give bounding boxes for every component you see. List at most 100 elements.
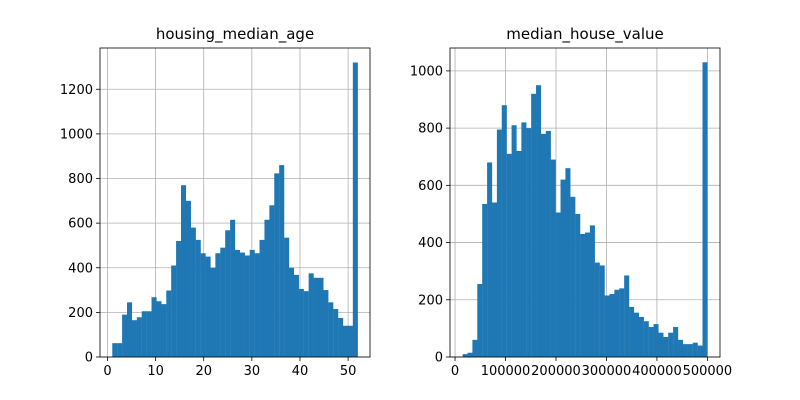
bar (220, 247, 226, 357)
bar (230, 219, 236, 357)
bar (308, 273, 314, 357)
bar (141, 311, 147, 357)
y-tick-label: 800 (68, 172, 93, 187)
bar (254, 253, 260, 357)
bar (333, 309, 339, 357)
bar (545, 130, 551, 357)
bar (235, 249, 241, 357)
bars (462, 62, 708, 358)
ticks: 0 10 20 30 40 50 0 200 400 600 800 1000 1200 (60, 83, 356, 379)
bar (614, 289, 620, 357)
y-tick-label: 600 (418, 179, 443, 194)
bar (585, 232, 591, 357)
bar (259, 239, 265, 357)
axes-frame (449, 47, 721, 358)
bar (692, 342, 698, 357)
y-tick-label: 0 (85, 351, 93, 366)
bar (313, 277, 319, 357)
bar (462, 354, 468, 357)
y-tick-label: 1200 (60, 83, 93, 98)
y-tick-label: 400 (418, 236, 443, 251)
y-tick-label: 400 (68, 261, 93, 276)
bar (629, 306, 635, 357)
x-tick-label: 0 (103, 364, 111, 379)
bar (687, 344, 693, 357)
bar (540, 133, 546, 357)
bar (594, 262, 600, 357)
bar (289, 267, 295, 357)
bar (244, 255, 250, 357)
bar (673, 326, 679, 357)
y-tick-label: 0 (435, 351, 443, 366)
bar (496, 129, 502, 357)
bar (511, 125, 517, 357)
histogram-median-house-value: 0 100000 200000 300000 400000 500000 0 200 400 60… (410, 25, 732, 379)
bar (501, 105, 507, 357)
x-tick-label: 50 (340, 364, 357, 379)
bar (239, 252, 245, 357)
x-tick-label: 300000 (582, 364, 632, 379)
bar (624, 275, 630, 357)
bar (467, 352, 473, 357)
bar (293, 274, 299, 357)
bar (210, 267, 216, 357)
bar (195, 239, 201, 357)
bar (264, 219, 270, 357)
bar (284, 237, 290, 357)
x-tick-label: 500000 (683, 364, 733, 379)
bar (482, 203, 488, 357)
bar (171, 265, 177, 357)
bar (117, 343, 123, 357)
bar (205, 256, 211, 357)
bar (702, 62, 708, 358)
chart-title: housing_median_age (156, 25, 314, 44)
bar (682, 344, 688, 357)
bar (643, 321, 649, 357)
bar (112, 343, 118, 357)
bar (190, 227, 196, 357)
bar (697, 345, 703, 357)
bar (560, 179, 566, 357)
axes-frame (99, 47, 371, 358)
y-tick-label: 800 (418, 122, 443, 137)
bar (648, 326, 654, 357)
x-tick-label: 100000 (481, 364, 531, 379)
bar (604, 295, 610, 357)
bar (531, 93, 537, 358)
x-tick-label: 40 (292, 364, 309, 379)
bar (328, 302, 334, 357)
bar (127, 302, 133, 357)
bar (487, 162, 493, 357)
x-tick-label: 0 (451, 364, 459, 379)
bar (338, 317, 344, 357)
x-tick-label: 20 (195, 364, 212, 379)
histogram-housing-median-age: 0 10 20 30 40 50 0 200 400 600 800 1000 1200 housing… (60, 25, 371, 379)
bar (249, 249, 255, 357)
bar (609, 294, 615, 357)
bar (279, 165, 285, 357)
bar (589, 225, 595, 357)
x-tick-label: 10 (147, 364, 164, 379)
bar (166, 290, 172, 357)
bar (638, 316, 644, 357)
bar (156, 301, 162, 357)
bar (565, 168, 571, 357)
bar (619, 288, 625, 357)
y-tick-label: 200 (68, 306, 93, 321)
bar (668, 332, 674, 357)
bar (653, 324, 659, 357)
bar (516, 151, 522, 357)
ticks: 0 100000 200000 300000 400000 500000 0 200 400 60… (410, 64, 732, 379)
bar (555, 212, 561, 357)
bar (131, 320, 137, 357)
y-tick-label: 200 (418, 293, 443, 308)
bar (343, 325, 349, 357)
chart-title: median_house_value (506, 25, 663, 44)
bar (303, 291, 309, 357)
bar (526, 128, 532, 357)
bar (151, 297, 157, 357)
bar (477, 284, 483, 357)
y-tick-label: 1000 (410, 64, 443, 79)
bar (472, 339, 478, 357)
bars (112, 62, 358, 358)
